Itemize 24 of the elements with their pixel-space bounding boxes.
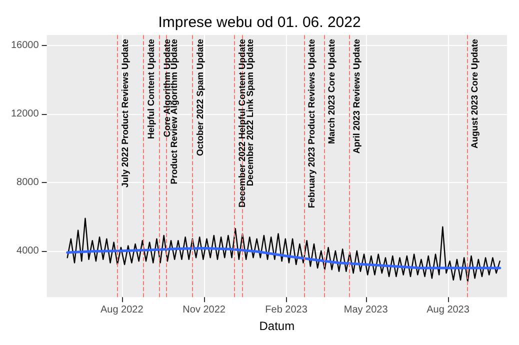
x-tick-label: Aug 2023 — [426, 304, 470, 316]
line-series — [66, 218, 500, 282]
y-tick-label: 8000 — [16, 176, 40, 188]
x-tick-label: May 2023 — [344, 304, 388, 316]
ref-line-label: October 2022 Spam Update — [194, 39, 205, 156]
x-axis-title: Datum — [259, 319, 295, 333]
line-series — [66, 247, 502, 270]
ref-line-label: July 2022 Product Reviews Update — [120, 39, 130, 188]
ref-line-label: December 2022 Helpful Content Update — [236, 39, 247, 208]
y-tick-label: 16000 — [10, 40, 40, 51]
ref-line-label: December 2022 Link Spam Update — [245, 39, 255, 186]
ref-line-label: March 2023 Core Update — [326, 39, 336, 144]
x-tick-label: Feb 2023 — [265, 304, 308, 316]
ref-line-label: February 2023 Product Reviews Update — [306, 39, 317, 208]
ref-line-label: Core Algorithm Update — [162, 39, 172, 138]
y-tick-label: 12000 — [10, 108, 40, 120]
x-tick-label: Nov 2022 — [182, 304, 226, 316]
x-tick-label: Aug 2022 — [100, 304, 144, 316]
chart-title: Imprese webu od 01. 06. 2022 — [158, 14, 361, 31]
y-tick-label: 4000 — [16, 245, 40, 256]
ref-line-label: April 2023 Reviews Update — [351, 39, 362, 154]
ref-line-label: Product Review Algorithm Update — [169, 39, 180, 184]
ref-line-label: Helpful Content Update — [146, 39, 156, 139]
ref-line-label: August 2023 Core Update — [469, 39, 480, 149]
